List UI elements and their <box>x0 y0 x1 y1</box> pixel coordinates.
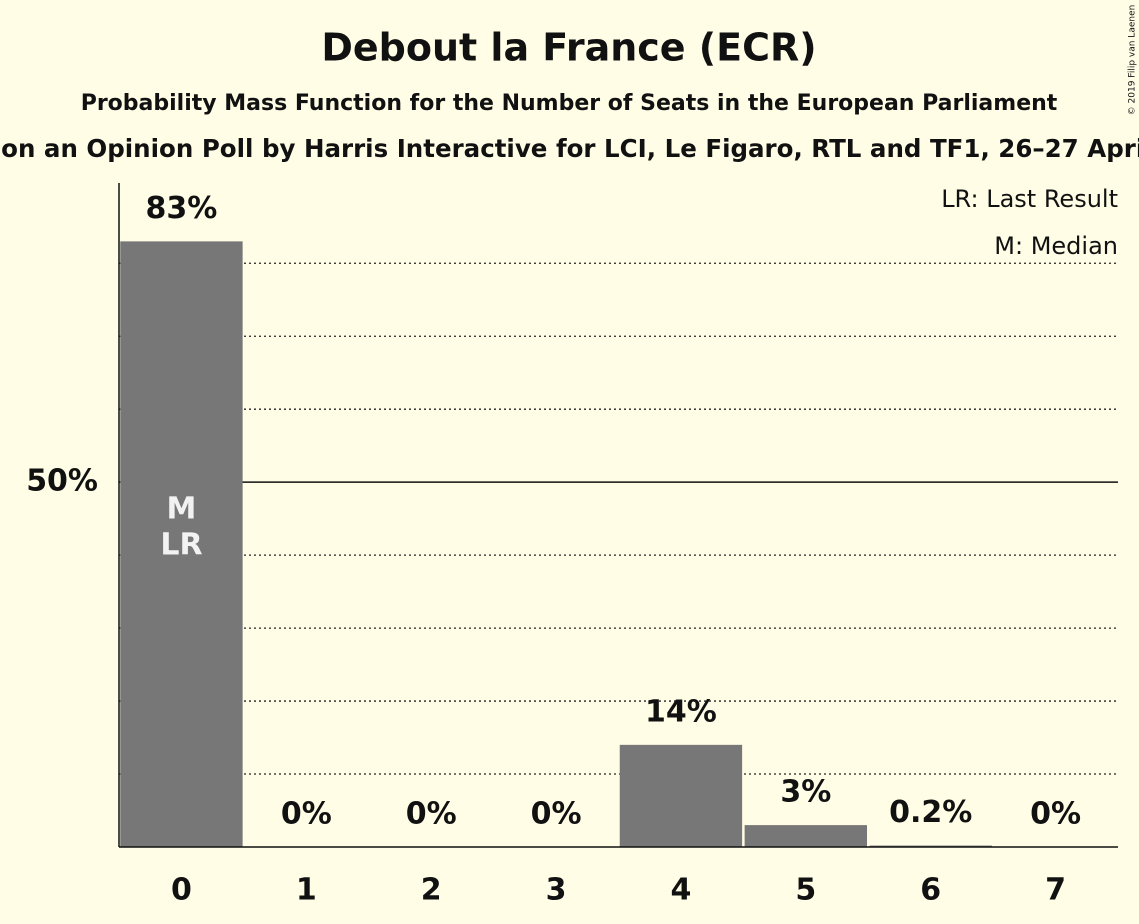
bar-annotation: LR <box>160 528 202 563</box>
x-tick-label: 4 <box>671 873 692 908</box>
value-label: 0% <box>281 797 332 832</box>
legend-entry: LR: Last Result <box>941 185 1118 213</box>
value-label: 14% <box>645 694 717 729</box>
value-label: 0.2% <box>889 795 972 830</box>
bar <box>120 241 243 847</box>
chart-title: Debout la France (ECR) <box>321 26 816 70</box>
value-label: 83% <box>146 191 218 226</box>
y-tick-label: 50% <box>26 464 98 499</box>
bar-annotation: M <box>167 492 197 527</box>
legend-entry: M: Median <box>994 232 1118 260</box>
chart-subtitle: Probability Mass Function for the Number… <box>81 91 1058 116</box>
value-label: 0% <box>406 797 457 832</box>
chart-subtitle-2: Based on an Opinion Poll by Harris Inter… <box>0 134 1139 163</box>
x-tick-label: 2 <box>421 873 442 908</box>
x-tick-label: 7 <box>1045 873 1066 908</box>
x-tick-label: 5 <box>795 873 816 908</box>
x-tick-label: 1 <box>296 873 317 908</box>
value-label: 0% <box>531 797 582 832</box>
bar <box>744 825 868 847</box>
x-tick-label: 0 <box>171 873 192 908</box>
x-tick-label: 6 <box>920 873 941 908</box>
copyright: © 2019 Filip van Laenen <box>1128 5 1138 116</box>
value-label: 0% <box>1030 797 1081 832</box>
value-label: 3% <box>780 775 831 810</box>
x-tick-label: 3 <box>546 873 567 908</box>
bar <box>619 744 743 847</box>
